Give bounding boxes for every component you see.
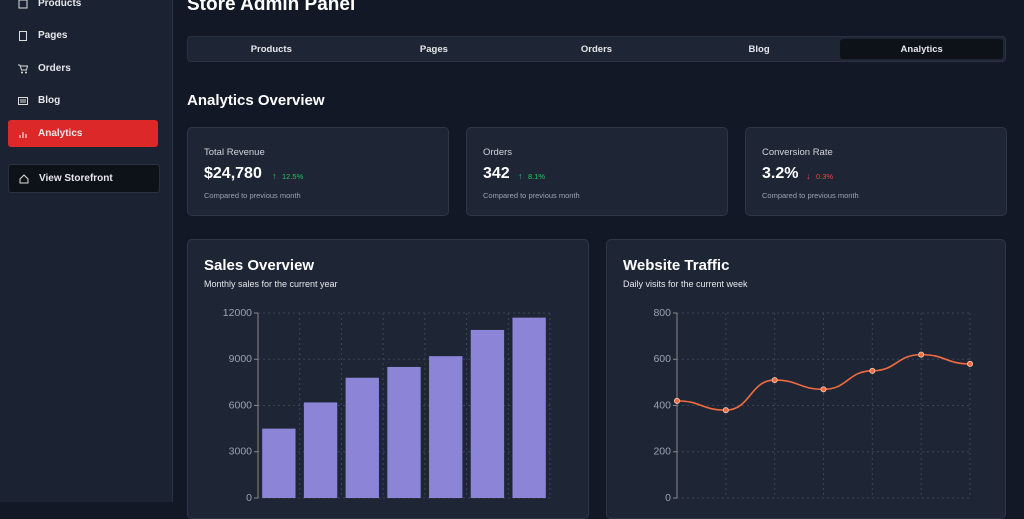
stat-label: Total Revenue: [204, 147, 265, 158]
y-tick-label: 200: [653, 446, 671, 458]
bar: [387, 366, 421, 498]
stat-note: Compared to previous month: [483, 191, 580, 200]
stat-note: Compared to previous month: [204, 191, 301, 200]
nav-item[interactable]: Pages: [8, 22, 158, 49]
tab-bar: Products Pages Orders Blog Analytics: [187, 36, 1006, 62]
point: [771, 377, 778, 384]
chart-panel: Website Traffic Daily visits for the cur…: [606, 239, 1006, 519]
stat-card: Total Revenue $24,780 ↑ 12.5% Compared t…: [187, 127, 449, 216]
stat-card: Conversion Rate 3.2% ↓ 0.3% Compared to …: [745, 127, 1007, 216]
point: [674, 397, 681, 404]
storefront-button[interactable]: View Storefront: [8, 164, 160, 193]
stat-note: Compared to previous month: [762, 191, 859, 200]
chart-subtitle: Monthly sales for the current year: [204, 279, 338, 289]
y-tick-label: 0: [246, 492, 252, 502]
bar: [470, 329, 505, 498]
nav-item[interactable]: Analytics: [8, 120, 158, 147]
nav-label: Pages: [38, 30, 68, 41]
nav-label: Blog: [38, 95, 61, 106]
arrow-down: ↓: [806, 171, 811, 181]
y-tick-label: 400: [653, 399, 671, 411]
point: [820, 386, 827, 393]
arrow-up: ↑: [518, 171, 523, 181]
chart-title: Sales Overview: [204, 257, 315, 274]
point: [869, 367, 876, 374]
tab[interactable]: Pages: [419, 43, 448, 55]
bar: [345, 377, 379, 498]
nav-item[interactable]: Products: [8, 0, 158, 17]
icon: [18, 0, 28, 8]
stat-value: 3.2%: [762, 165, 799, 182]
point: [918, 351, 925, 358]
page-title: Store Admin Panel: [187, 0, 356, 15]
y-tick-label: 800: [653, 307, 671, 319]
stat-value: $24,780: [204, 165, 262, 182]
y-tick-label: 9000: [229, 353, 253, 365]
icon: [18, 64, 28, 73]
arrow-up: ↑: [272, 171, 277, 181]
chart-subtitle: Daily visits for the current week: [623, 279, 748, 289]
stat-label: Orders: [483, 147, 513, 158]
tab[interactable]: Orders: [580, 43, 613, 55]
y-tick-label: 12000: [223, 307, 252, 319]
point: [722, 407, 729, 414]
stat-value: 342: [483, 165, 510, 182]
sidebar: Products Pages Orders Blog Analytics Vie…: [0, 0, 173, 502]
nav-label: Products: [38, 0, 82, 9]
tab[interactable]: Products: [250, 43, 292, 55]
nav-item[interactable]: Orders: [8, 55, 158, 82]
nav-item[interactable]: Blog: [8, 87, 158, 114]
y-tick-label: 3000: [229, 446, 253, 458]
y-tick-label: 600: [653, 353, 671, 365]
stat-change: 8.1%: [528, 172, 546, 181]
icon: [19, 173, 29, 183]
point: [967, 360, 974, 367]
y-tick-label: 0: [665, 492, 671, 502]
tab[interactable]: Blog: [748, 43, 770, 55]
chart-title: Website Traffic: [623, 257, 730, 274]
bar: [262, 428, 296, 498]
stat-change: 12.5%: [282, 172, 304, 181]
charts: 0 3000 6000 9000 12000 0 200 400 600 800: [223, 307, 974, 502]
nav-label: Analytics: [38, 128, 83, 139]
stat-card: Orders 342 ↑ 8.1% Compared to previous m…: [466, 127, 728, 216]
bar: [303, 402, 338, 498]
stat-change: 0.3%: [816, 172, 834, 181]
bar: [512, 317, 546, 498]
section-title: Analytics Overview: [187, 92, 325, 109]
icon: [19, 30, 27, 41]
icon: [18, 96, 28, 105]
y-tick-label: 6000: [229, 399, 253, 411]
nav-label: Orders: [38, 63, 71, 74]
icon: [19, 131, 27, 138]
tab[interactable]: Analytics: [840, 39, 1003, 59]
button-label: View Storefront: [39, 173, 113, 184]
stat-label: Conversion Rate: [762, 147, 833, 158]
bar: [429, 356, 463, 498]
line: [676, 353, 971, 411]
